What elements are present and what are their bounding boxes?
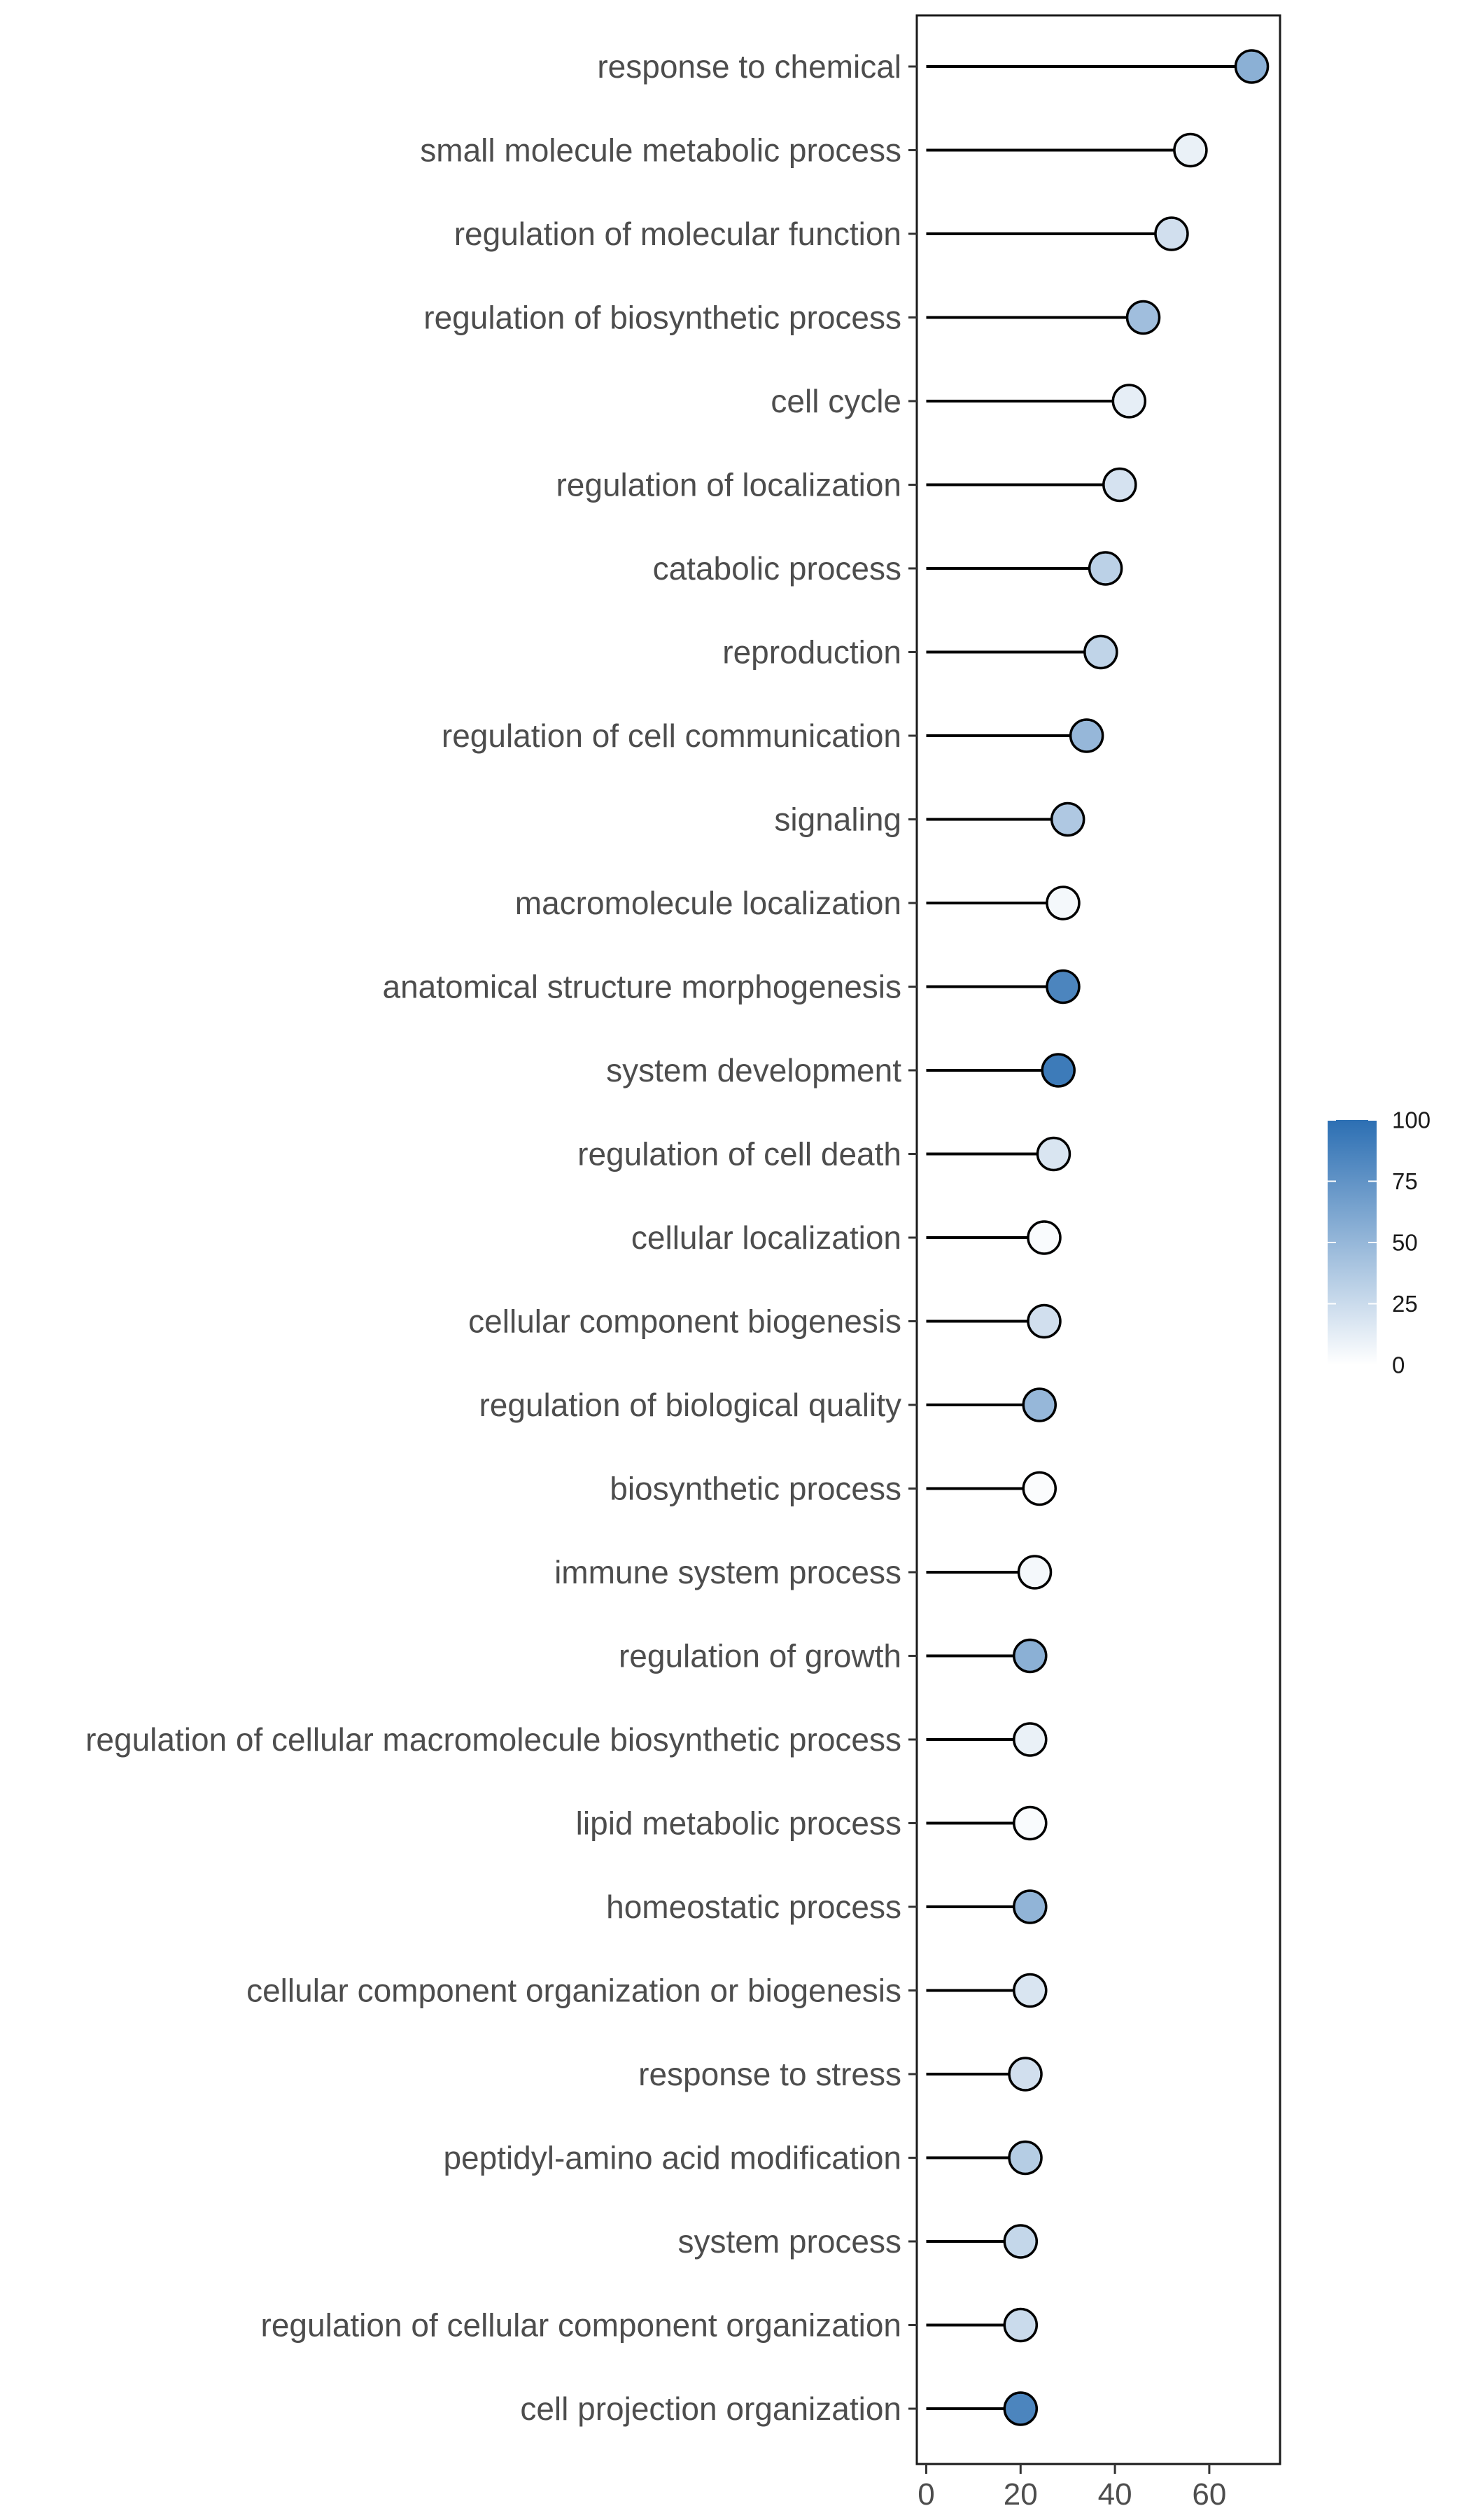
legend-ticks: 0 25 50 75 100 — [1328, 1107, 1431, 1378]
category-label: biosynthetic process — [610, 1471, 901, 1507]
lollipop-point — [1027, 1220, 1062, 1255]
category-label: small molecule metabolic process — [420, 132, 901, 169]
category-label: regulation of cellular macromolecule bio… — [85, 1721, 901, 1758]
legend-tick-label: 25 — [1392, 1291, 1418, 1317]
lollipop-point — [1008, 2140, 1043, 2176]
category-label: macromolecule localization — [515, 885, 901, 921]
color-legend: 0 25 50 75 100 — [1328, 1107, 1431, 1378]
category-labels: response to chemical small molecule metab… — [85, 48, 917, 2427]
category-label: cell projection organization — [520, 2390, 901, 2427]
lollipop-point — [1022, 1471, 1057, 1506]
lollipop-point — [1083, 634, 1118, 670]
x-tick-label: 40 — [1098, 2477, 1132, 2512]
lollipop-point — [1013, 1722, 1048, 1757]
plot-panel-border — [915, 14, 1281, 2465]
category-label: lipid metabolic process — [576, 1805, 901, 1842]
lollipop-point — [1069, 718, 1104, 753]
stems-layer — [926, 65, 1252, 2410]
lollipop-point — [1036, 1136, 1071, 1172]
category-label: response to stress — [638, 2056, 901, 2092]
category-label: cellular component biogenesis — [468, 1303, 901, 1340]
x-tick-label: 0 — [918, 2477, 934, 2512]
category-label: immune system process — [554, 1554, 901, 1590]
category-label: cellular component organization or bioge… — [246, 1973, 901, 2009]
category-label: anatomical structure morphogenesis — [383, 969, 901, 1005]
lollipop-point — [1125, 300, 1161, 335]
x-tick-label: 60 — [1192, 2477, 1226, 2512]
lollipop-point — [1003, 2224, 1039, 2259]
category-label: response to chemical — [597, 48, 901, 85]
lollipop-point — [1154, 216, 1189, 251]
lollipop-point — [1046, 969, 1081, 1004]
lollipop-point — [1234, 49, 1270, 84]
legend-tick-label: 100 — [1392, 1107, 1431, 1133]
category-label: regulation of molecular function — [454, 216, 901, 252]
category-label: regulation of biological quality — [479, 1387, 901, 1423]
points-layer — [1003, 49, 1270, 2426]
category-label: cellular localization — [631, 1219, 901, 1256]
lollipop-point — [1008, 2057, 1043, 2092]
lollipop-point — [1022, 1387, 1057, 1422]
lollipop-point — [1173, 132, 1208, 168]
category-label: reproduction — [722, 634, 901, 671]
category-label: system development — [606, 1052, 901, 1088]
lollipop-point — [1111, 384, 1147, 419]
category-label: regulation of biosynthetic process — [423, 300, 901, 336]
category-label: regulation of cell death — [577, 1136, 901, 1172]
legend-tick-label: 0 — [1392, 1352, 1405, 1378]
lollipop-point — [1027, 1303, 1062, 1339]
lollipop-point — [1003, 2307, 1039, 2343]
lollipop-point — [1046, 886, 1081, 920]
lollipop-point — [1102, 467, 1137, 503]
x-tick-label: 20 — [1004, 2477, 1038, 2512]
lollipop-point — [1003, 2391, 1039, 2426]
category-label: cell cycle — [771, 383, 901, 419]
category-label: catabolic process — [653, 550, 901, 587]
legend-tick-label: 50 — [1392, 1230, 1418, 1256]
x-axis-ticks: 0 20 40 60 — [918, 2464, 1226, 2512]
lollipop-point — [1013, 1805, 1048, 1841]
lollipop-point — [1013, 1638, 1048, 1674]
category-label: peptidyl-amino acid modification — [443, 2140, 901, 2176]
lollipop-point — [1088, 551, 1123, 586]
category-label: regulation of growth — [619, 1638, 901, 1674]
lollipop-point — [1013, 1889, 1048, 1924]
category-label: signaling — [774, 802, 901, 838]
lollipop-point — [1017, 1555, 1053, 1590]
category-label: system process — [677, 2223, 901, 2260]
category-label: homeostatic process — [606, 1889, 901, 1925]
lollipop-point — [1041, 1053, 1076, 1088]
category-label: regulation of cell communication — [442, 718, 901, 754]
category-label: regulation of localization — [556, 467, 901, 503]
category-label: regulation of cellular component organiz… — [261, 2307, 901, 2344]
lollipop-point — [1013, 1973, 1048, 2008]
lollipop-point — [1050, 802, 1085, 837]
legend-tick-label: 75 — [1392, 1168, 1418, 1194]
